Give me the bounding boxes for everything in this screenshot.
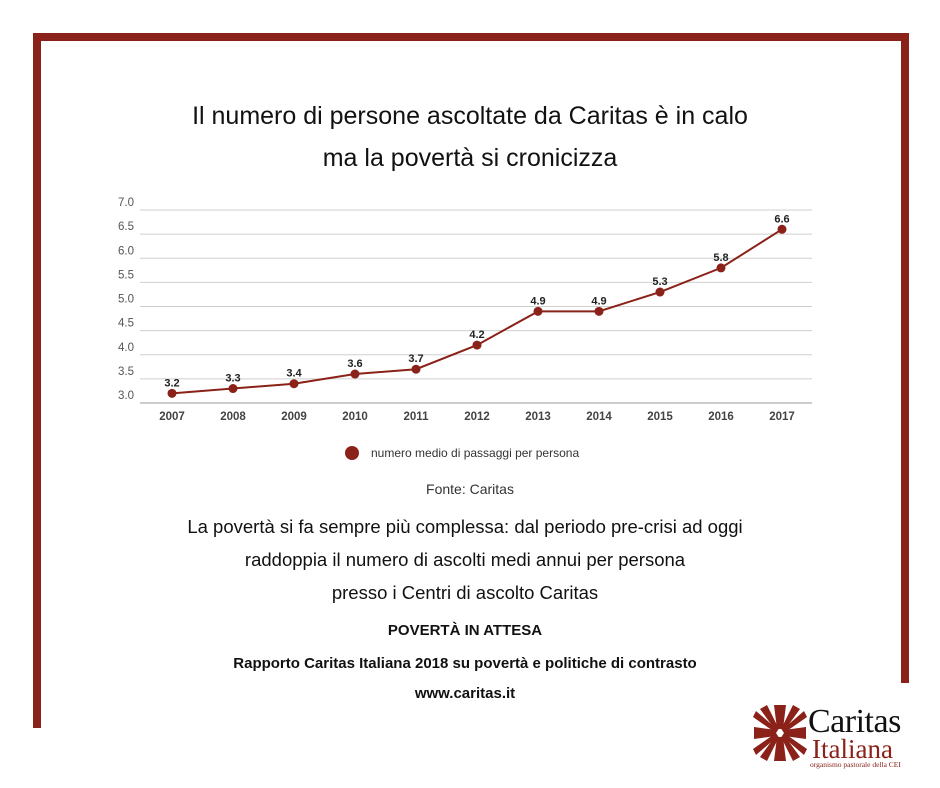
data-label: 6.6 [774, 213, 789, 225]
frame-left-border [33, 33, 41, 728]
y-tick-label: 6.0 [118, 245, 134, 257]
x-tick-label: 2012 [464, 411, 490, 423]
y-tick-label: 7.0 [118, 197, 134, 209]
legend-label: numero medio di passaggi per persona [371, 446, 580, 460]
y-tick-label: 6.5 [118, 221, 134, 233]
y-tick-label: 5.5 [118, 269, 134, 281]
data-label: 4.9 [530, 295, 545, 307]
x-tick-label: 2010 [342, 411, 368, 423]
report-url-link[interactable]: www.caritas.it [414, 685, 516, 702]
x-tick-label: 2014 [586, 411, 612, 423]
y-tick-label: 4.0 [118, 342, 134, 354]
y-tick-label: 3.0 [118, 390, 134, 402]
description-line1: La povertà si fa sempre più complessa: d… [187, 516, 743, 537]
source-note: Fonte: Caritas [426, 481, 514, 497]
data-label: 3.2 [164, 377, 179, 389]
report-subtitle: Rapporto Caritas Italiana 2018 su povert… [233, 655, 697, 672]
legend-marker [345, 446, 359, 460]
x-tick-label: 2016 [708, 411, 734, 423]
logo-tagline: organismo pastorale della CEI [810, 760, 901, 769]
data-point [533, 306, 543, 316]
data-point [289, 379, 299, 389]
data-point [350, 369, 360, 379]
data-label: 4.9 [591, 295, 606, 307]
x-tick-label: 2013 [525, 411, 551, 423]
chart-title: Il numero di persone ascoltate da Carita… [0, 95, 940, 179]
data-label: 5.3 [652, 276, 667, 288]
line-chart: 3.0 3.5 4.0 4.5 5.0 5.5 6.0 6.5 7.0 2007 2008 2009 2… [118, 197, 812, 423]
x-tick-label: 2011 [404, 411, 430, 423]
logo-subname: Italiana [812, 734, 893, 764]
x-tick-label: 2015 [647, 411, 673, 423]
description: La povertà si fa sempre più complessa: d… [0, 510, 930, 609]
data-point [472, 340, 482, 350]
x-tick-label: 2008 [220, 411, 246, 423]
frame-top-border [33, 33, 909, 41]
data-point [228, 384, 238, 394]
logo-name: Caritas [808, 703, 901, 740]
chart-title-line1: Il numero di persone ascoltate da Carita… [192, 102, 748, 130]
caritas-logo: Caritas Italiana organismo pastorale del… [752, 703, 910, 775]
description-line2: raddoppia il numero di ascolti medi annu… [244, 549, 686, 570]
data-label: 3.7 [408, 353, 423, 365]
chart-title-line2: ma la povertà si cronicizza [322, 144, 618, 172]
description-line3: presso i Centri di ascolto Caritas [331, 582, 599, 603]
data-point [655, 287, 665, 297]
x-tick-label: 2017 [769, 411, 795, 423]
x-tick-label: 2009 [281, 411, 307, 423]
y-tick-label: 4.5 [118, 318, 134, 330]
data-point [716, 263, 726, 273]
data-point [167, 388, 177, 398]
frame-right-border [901, 33, 909, 683]
y-tick-label: 3.5 [118, 366, 134, 378]
data-point [777, 224, 787, 234]
x-tick-label: 2007 [159, 411, 185, 423]
report-title: POVERTÀ IN ATTESA [387, 622, 543, 639]
data-label: 4.2 [469, 329, 484, 341]
y-tick-label: 5.0 [118, 294, 134, 306]
data-label: 3.3 [225, 373, 240, 385]
caritas-cross-icon [753, 705, 807, 761]
data-label: 5.8 [713, 252, 728, 264]
data-point [411, 364, 421, 374]
chart-legend: numero medio di passaggi per persona [345, 446, 579, 460]
series-line [171, 228, 783, 395]
data-label: 3.6 [347, 358, 362, 370]
data-point [594, 306, 604, 316]
data-label: 3.4 [286, 368, 302, 380]
